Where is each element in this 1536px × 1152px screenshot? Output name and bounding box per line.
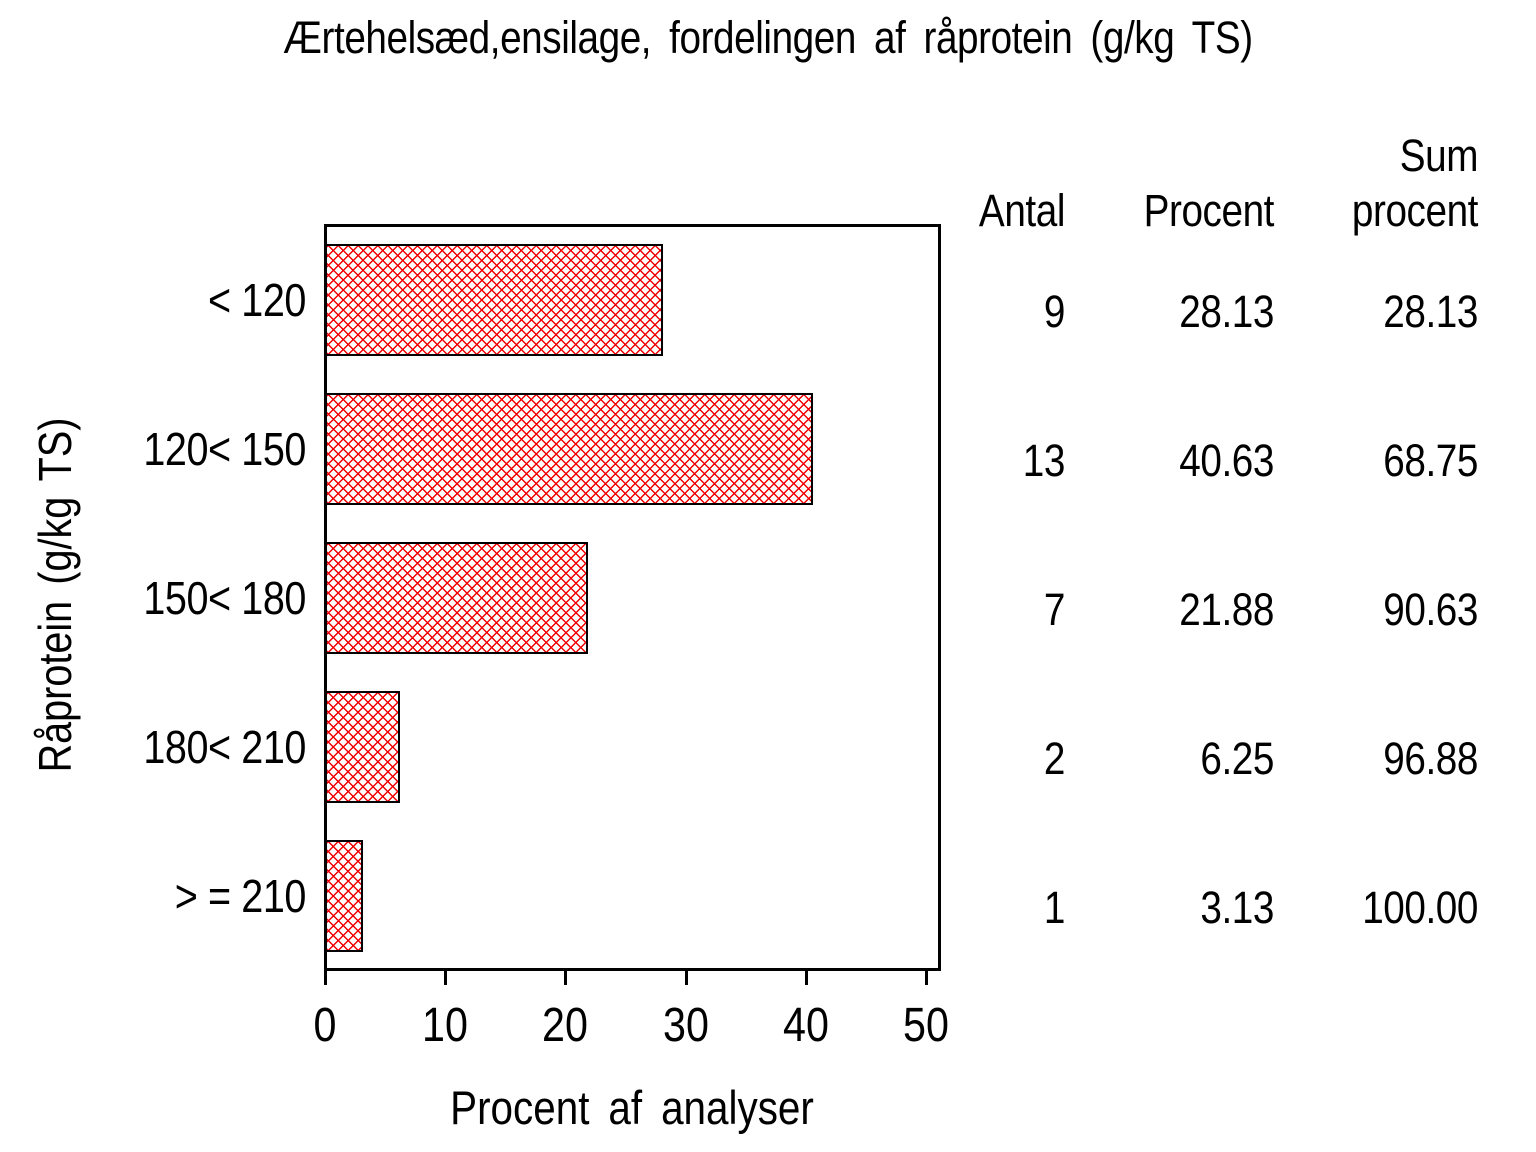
chart-title: Ærtehelsæd,ensilage, fordelingen af råpr… (283, 12, 1253, 63)
table-cell-procent: 28.13 (1179, 286, 1274, 337)
table-cell-antal: 13 (1022, 435, 1066, 486)
bar-150-180 (325, 542, 588, 654)
x-tick-label: 30 (663, 999, 709, 1052)
x-tick-label: 0 (313, 999, 337, 1052)
x-axis-tick (444, 970, 447, 985)
y-category-label: < 120 (208, 274, 306, 326)
table-cell-sum-procent: 68.75 (1383, 435, 1478, 486)
table-cell-procent: 3.13 (1200, 882, 1274, 933)
table-cell-sum-procent: 90.63 (1383, 584, 1478, 635)
bar-180-210 (325, 691, 400, 803)
table-cell-antal: 7 (1043, 584, 1066, 635)
bar-gte-210 (325, 840, 363, 952)
bar-120-150 (325, 393, 813, 505)
x-tick-label: 50 (903, 999, 949, 1052)
x-axis-label: Procent af analyser (450, 1081, 814, 1134)
y-category-label: > = 210 (174, 870, 307, 922)
x-axis-tick (925, 970, 928, 985)
x-axis-tick (564, 970, 567, 985)
table-header-sum-line1: Sum (1399, 130, 1479, 181)
x-tick-label: 40 (783, 999, 829, 1052)
table-cell-antal: 9 (1043, 286, 1066, 337)
table-cell-antal: 1 (1043, 882, 1066, 933)
table-header-antal: Antal (978, 185, 1065, 236)
x-axis-tick (685, 970, 688, 985)
y-category-label: 150< 180 (143, 572, 306, 624)
bar-lt-120 (325, 244, 663, 356)
table-cell-procent: 40.63 (1179, 435, 1274, 486)
x-axis-tick (324, 970, 327, 985)
table-cell-sum-procent: 28.13 (1383, 286, 1478, 337)
table-cell-sum-procent: 96.88 (1383, 733, 1478, 784)
x-tick-label: 20 (542, 999, 588, 1052)
table-cell-procent: 6.25 (1200, 733, 1274, 784)
table-header-sum-line2: procent (1351, 185, 1479, 236)
y-category-label: 120< 150 (143, 423, 306, 475)
x-axis-tick (805, 970, 808, 985)
table-header-procent: Procent (1143, 185, 1275, 236)
table-cell-sum-procent: 100.00 (1362, 882, 1478, 933)
x-tick-label: 10 (422, 999, 468, 1052)
table-cell-procent: 21.88 (1179, 584, 1274, 635)
y-category-label: 180< 210 (143, 721, 306, 773)
table-cell-antal: 2 (1043, 733, 1066, 784)
